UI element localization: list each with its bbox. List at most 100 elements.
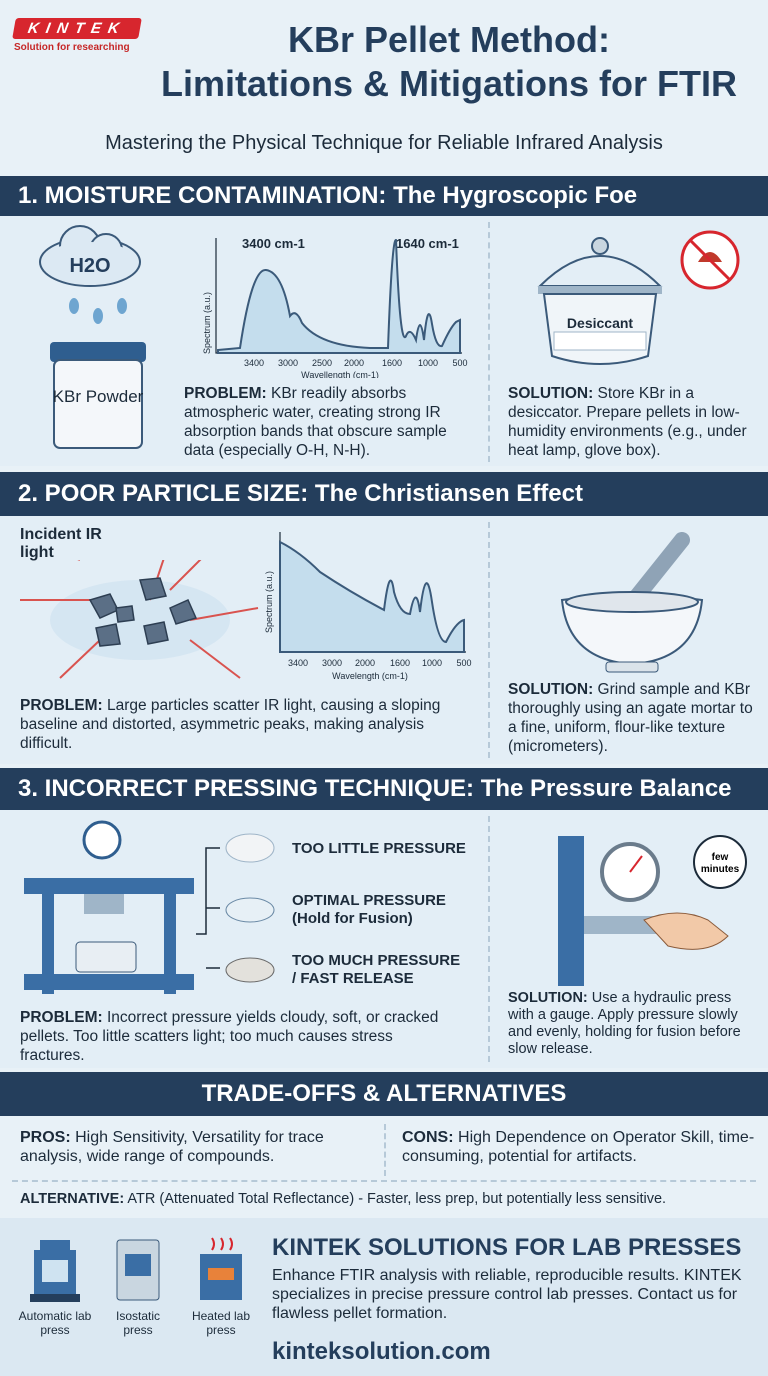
divider [488, 522, 490, 758]
section1-heading: 1. MOISTURE CONTAMINATION: The Hygroscop… [0, 176, 768, 216]
particles [88, 577, 198, 647]
x-tick: 3000 [322, 658, 342, 668]
cloud-label: H2O [69, 255, 110, 277]
hydraulic-press-icon [24, 820, 194, 994]
x-tick: 3000 [278, 358, 298, 368]
title-line-1: KBr Pellet Method: [287, 19, 610, 60]
section1-problem: PROBLEM: KBr readily absorbs atmospheric… [184, 384, 480, 460]
problem-text: Large particles scatter IR light, causin… [20, 697, 441, 752]
gauge-valve-illustration: few minutes [558, 835, 747, 986]
hand-icon [643, 912, 729, 950]
pros-text: PROS: High Sensitivity, Versatility for … [20, 1128, 374, 1166]
outcome-sub: (Hold for Fusion) [292, 910, 413, 927]
cloud-and-jar-illustration: H2O KBr Powder [39, 225, 146, 449]
x-axis-label: Wavellength (cm-1) [301, 370, 379, 378]
outcome-too-much: TOO MUCH PRESSURE / FAST RELEASE [292, 952, 460, 988]
x-axis-label: Wavelength (cm-1) [332, 671, 408, 681]
x-tick-labels: 3400 3000 2500 2000 1600 1000 500 [244, 358, 468, 368]
outcome-too-little: TOO LITTLE PRESSURE [292, 840, 466, 857]
heated-press-icon [200, 1237, 242, 1300]
solution-text: Use a hydraulic press with a gauge. Appl… [508, 990, 741, 1057]
x-tick: 2000 [355, 658, 375, 668]
light-scattering-illustration [20, 560, 259, 679]
section1-solution: SOLUTION: Store KBr in a desiccator. Pre… [508, 384, 758, 460]
x-tick: 1600 [390, 658, 410, 668]
section3-problem: PROBLEM: Incorrect pressure yields cloud… [20, 1008, 460, 1065]
moisture-spectrum: 3400 cm-1 1640 cm-1 Spectrum (a.u.) 3400… [202, 236, 468, 378]
tradeoffs-heading: TRADE-OFFS & ALTERNATIVES [0, 1072, 768, 1116]
footer-title: KINTEK SOLUTIONS FOR LAB PRESSES [272, 1234, 742, 1261]
peak-3400-label: 3400 cm-1 [242, 236, 305, 251]
outcome-label: OPTIMAL PRESSURE [292, 892, 446, 909]
no-heat-lamp-icon [680, 230, 740, 290]
product-isostatic-press[interactable]: Isostatic press [101, 1234, 175, 1337]
timer-label-few: few [712, 852, 729, 863]
desiccator-icon [537, 237, 663, 365]
outcome-sub: / FAST RELEASE [292, 970, 414, 987]
cons-label: CONS: [402, 1129, 454, 1146]
product-label: Automatic lab press [18, 1309, 92, 1337]
title-line-2: Limitations & Mitigations for FTIR [161, 63, 737, 104]
kintek-logo: KINTEK Solution for researching [12, 18, 142, 53]
product-label: Heated lab press [191, 1309, 251, 1337]
y-axis-label: Spectrum (a.u.) [202, 292, 212, 354]
section2-heading: 2. POOR PARTICLE SIZE: The Christiansen … [0, 472, 768, 516]
alternative-label: ALTERNATIVE: [20, 1191, 125, 1207]
mortar-pestle-icon [560, 532, 704, 673]
solution-label: SOLUTION: [508, 681, 594, 698]
website-link[interactable]: kinteksolution.com [272, 1338, 491, 1365]
section2-problem: PROBLEM: Large particles scatter IR ligh… [20, 696, 460, 753]
product-list: Automatic lab press Isostatic press Heat… [18, 1234, 258, 1337]
isostatic-press-icon [116, 1239, 160, 1301]
product-automatic-press[interactable]: Automatic lab press [18, 1234, 92, 1337]
x-tick: 1600 [382, 358, 402, 368]
divider [384, 1124, 386, 1176]
section3-solution: SOLUTION: Use a hydraulic press with a g… [508, 990, 758, 1058]
water-drops-icon [69, 298, 127, 324]
problem-label: PROBLEM: [20, 1009, 103, 1026]
cloud-icon [39, 225, 141, 287]
product-heated-press[interactable]: Heated lab press [184, 1234, 258, 1337]
x-tick: 500 [452, 358, 467, 368]
kbr-jar-icon [50, 342, 146, 449]
pros-label: PROS: [20, 1129, 71, 1146]
x-tick: 1000 [422, 658, 442, 668]
y-axis-label: Spectrum (a.u.) [264, 571, 274, 633]
product-label: Isostatic press [115, 1309, 160, 1337]
cloudy-pellet-icon [225, 833, 275, 863]
x-tick: 500 [456, 658, 471, 668]
cons-text: CONS: High Dependence on Operator Skill,… [402, 1128, 756, 1166]
timer-icon [693, 835, 747, 889]
timer-label-minutes: minutes [701, 864, 740, 875]
desiccant-label: Desiccant [567, 315, 633, 331]
problem-text: KBr readily absorbs atmospheric water, c… [184, 385, 447, 459]
x-tick: 3400 [244, 358, 264, 368]
pros-body: High Sensitivity, Versatility for trace … [20, 1129, 324, 1165]
problem-text: Incorrect pressure yields cloudy, soft, … [20, 1009, 439, 1064]
x-tick-labels: 3400 3000 2000 1600 1000 500 [288, 658, 472, 668]
outcome-optimal: OPTIMAL PRESSURE (Hold for Fusion) [292, 892, 446, 928]
solution-text: Grind sample and KBr thoroughly using an… [508, 681, 753, 755]
x-tick: 2500 [312, 358, 332, 368]
alternative-text: ALTERNATIVE: ATR (Attenuated Total Refle… [20, 1190, 666, 1209]
logo-brand: KINTEK [12, 18, 142, 39]
spectrum-line [279, 540, 465, 653]
problem-label: PROBLEM: [184, 385, 267, 402]
jar-label: KBr Powder [53, 387, 144, 406]
problem-label: PROBLEM: [20, 697, 103, 714]
section3-heading: 3. INCORRECT PRESSING TECHNIQUE: The Pre… [0, 768, 768, 810]
automatic-press-icon [30, 1240, 80, 1302]
outcome-label: TOO MUCH PRESSURE [292, 952, 461, 969]
logo-tagline: Solution for researching [14, 42, 130, 53]
solution-label: SOLUTION: [508, 990, 588, 1006]
pipe [558, 836, 584, 986]
alternative-body: ATR (Attenuated Total Reflectance) - Fas… [124, 1191, 667, 1207]
footer-body: Enhance FTIR analysis with reliable, rep… [272, 1267, 742, 1322]
clear-pellet-icon [225, 897, 275, 923]
peak-1640-label: 1640 cm-1 [396, 236, 459, 251]
page-subtitle: Mastering the Physical Technique for Rel… [105, 132, 663, 154]
press-and-pellets-illustration [24, 820, 275, 994]
divider [12, 1180, 756, 1182]
x-tick: 1000 [418, 358, 438, 368]
divider [488, 222, 490, 462]
